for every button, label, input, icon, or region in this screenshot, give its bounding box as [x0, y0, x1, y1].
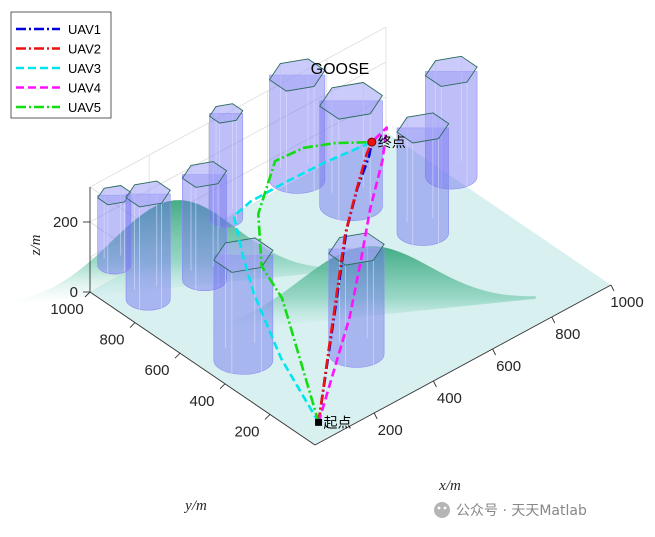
cylinder-obstacle [97, 185, 132, 275]
y-tick [219, 383, 226, 390]
cylinder-obstacle [396, 112, 450, 248]
x-axis-line [314, 284, 612, 446]
y-tick-label: 200 [234, 423, 259, 440]
cylinder-obstacle [268, 58, 326, 197]
legend-label-uav5: UAV5 [68, 100, 101, 115]
y-tick-label: 400 [189, 393, 214, 410]
legend-label-uav1: UAV1 [68, 22, 101, 37]
cylinder-body [328, 248, 385, 368]
cylinder-top [424, 55, 478, 87]
end-marker [367, 137, 377, 147]
y-axis-label: y/m [183, 498, 207, 514]
start-label: 起点 [324, 415, 352, 431]
y-tick-label: 600 [144, 362, 169, 379]
x-tick [492, 348, 497, 356]
path-uav4 [317, 126, 389, 423]
terrain-hill [194, 246, 536, 335]
cylinder-top [208, 103, 244, 124]
chart-title: GOOSE [311, 61, 370, 78]
y-tick [174, 352, 181, 359]
uav-paths [232, 126, 389, 424]
y-tick [84, 291, 91, 298]
legend-label-uav4: UAV4 [68, 81, 101, 96]
x-tick-label: 800 [555, 326, 580, 343]
x-tick [610, 284, 615, 292]
cylinder-body [396, 127, 449, 246]
x-tick-label: 600 [496, 358, 521, 375]
path-uav2 [317, 141, 373, 423]
start-marker [315, 418, 323, 426]
z-tick-label: 200 [53, 214, 78, 231]
y-axis-line [89, 291, 316, 446]
cylinder-obstacles [97, 55, 478, 378]
cylinder-top [319, 82, 384, 120]
watermark: 公众号 · 天天Matlab [434, 502, 587, 519]
x-tick [373, 412, 378, 420]
z-tick-label: 0 [70, 284, 78, 301]
x-tick-label: 200 [378, 422, 403, 439]
legend-label-uav3: UAV3 [68, 61, 101, 76]
cylinder-body [269, 74, 326, 194]
y-tick [264, 414, 271, 420]
cylinder-obstacle [319, 82, 384, 225]
wechat-icon-dot [443, 506, 447, 510]
x-tick [432, 380, 437, 388]
cylinder-body [213, 254, 274, 375]
legend: UAV1 UAV2 UAV3 UAV4 UAV5 [10, 11, 112, 119]
cylinder-top [181, 161, 228, 188]
cylinder-body [125, 193, 171, 311]
axes [83, 187, 615, 446]
cylinder-top [125, 180, 171, 208]
path-uav3 [232, 140, 373, 424]
cylinder-body [319, 100, 383, 222]
watermark-text: 公众号 · 天天Matlab [456, 503, 587, 519]
wechat-icon-dot [437, 506, 441, 510]
end-marker-group: 终点 [367, 135, 406, 151]
x-tick-label: 400 [437, 390, 462, 407]
start-marker-group: 起点 [315, 415, 352, 431]
x-tick-label: 1000 [610, 294, 643, 311]
y-tick-label: 800 [99, 332, 124, 349]
x-axis-label: x/m [438, 478, 461, 494]
cylinder-top [268, 58, 326, 92]
end-label: 终点 [378, 135, 406, 151]
cylinder-obstacle [125, 180, 171, 312]
y-tick-label: 1000 [50, 301, 83, 318]
y-tick [129, 322, 136, 328]
legend-label-uav2: UAV2 [68, 42, 101, 57]
wechat-icon [434, 502, 450, 518]
path-uav5 [256, 140, 372, 423]
z-axis-label: z/m [28, 234, 44, 256]
cylinder-obstacle [213, 237, 274, 378]
legend-box [10, 11, 112, 119]
x-tick [551, 316, 556, 324]
cylinder-top [396, 112, 450, 144]
cylinder-body [97, 194, 132, 275]
